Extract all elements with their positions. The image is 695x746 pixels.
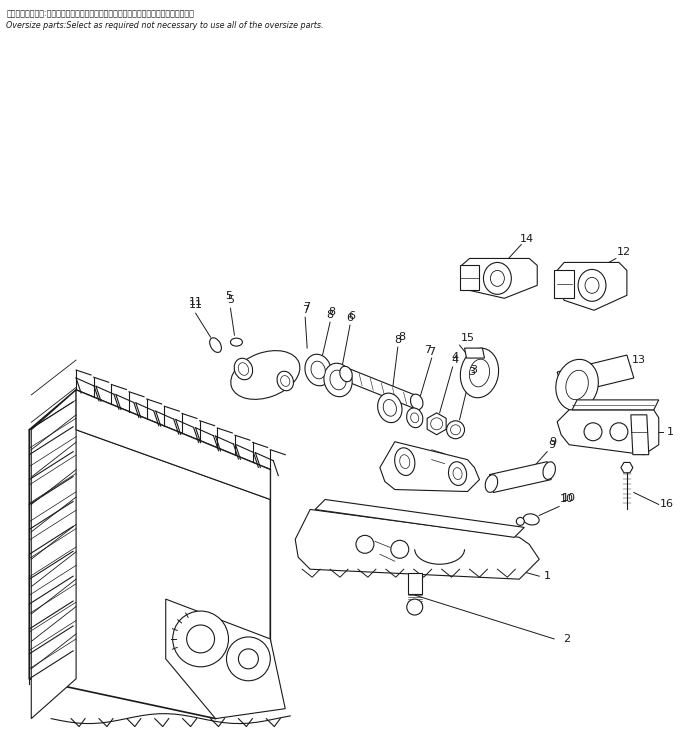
Circle shape [356, 536, 374, 554]
Ellipse shape [330, 370, 346, 390]
Text: 4: 4 [451, 355, 458, 365]
Ellipse shape [210, 338, 222, 352]
Polygon shape [165, 599, 285, 718]
Ellipse shape [324, 363, 352, 397]
Text: 2: 2 [564, 634, 571, 644]
Ellipse shape [585, 278, 599, 293]
Ellipse shape [395, 448, 415, 475]
Text: 11: 11 [188, 298, 203, 307]
Ellipse shape [491, 270, 505, 286]
Text: 13: 13 [632, 355, 646, 365]
Polygon shape [621, 463, 633, 473]
Polygon shape [76, 390, 270, 500]
Text: 14: 14 [521, 233, 534, 243]
Ellipse shape [556, 360, 598, 410]
Ellipse shape [448, 462, 466, 486]
Circle shape [227, 637, 270, 681]
Polygon shape [459, 266, 480, 290]
Text: 8: 8 [327, 310, 334, 320]
Ellipse shape [281, 375, 290, 386]
Ellipse shape [578, 269, 606, 301]
Text: オーバサイズ部品:全点オーバサイズ部品を使用する必要はなく任意に選出して下さい。: オーバサイズ部品:全点オーバサイズ部品を使用する必要はなく任意に選出して下さい。 [6, 10, 194, 19]
Ellipse shape [543, 462, 555, 480]
Polygon shape [31, 390, 76, 718]
Polygon shape [315, 500, 524, 537]
Polygon shape [464, 348, 484, 358]
Text: 4: 4 [451, 352, 458, 362]
Text: 3: 3 [468, 367, 475, 377]
Polygon shape [76, 390, 270, 500]
Polygon shape [631, 415, 649, 454]
Ellipse shape [566, 370, 589, 400]
Text: 6: 6 [347, 313, 354, 323]
Text: 3: 3 [470, 365, 477, 375]
Ellipse shape [311, 361, 325, 379]
Ellipse shape [234, 358, 253, 380]
Circle shape [172, 611, 229, 667]
Text: 8: 8 [398, 332, 405, 342]
Text: 5: 5 [227, 295, 234, 305]
Text: 6: 6 [348, 311, 355, 322]
Circle shape [391, 540, 409, 558]
Text: 15: 15 [461, 333, 475, 343]
Text: 1: 1 [543, 571, 550, 581]
Ellipse shape [516, 518, 524, 525]
Circle shape [584, 423, 602, 441]
Text: Oversize parts:Select as required not necessary to use all of the oversize parts: Oversize parts:Select as required not ne… [6, 22, 324, 31]
Text: 8: 8 [394, 335, 401, 345]
Ellipse shape [231, 338, 243, 346]
Text: 7: 7 [302, 302, 310, 313]
Polygon shape [554, 270, 574, 298]
Ellipse shape [453, 468, 462, 480]
Polygon shape [345, 367, 418, 410]
Ellipse shape [231, 351, 300, 399]
Polygon shape [557, 410, 659, 454]
Polygon shape [29, 390, 270, 718]
Ellipse shape [485, 474, 498, 492]
Text: 7: 7 [428, 347, 435, 357]
Ellipse shape [377, 393, 402, 423]
Text: 10: 10 [560, 495, 574, 504]
Circle shape [610, 423, 628, 441]
Ellipse shape [469, 359, 489, 387]
Circle shape [450, 424, 461, 435]
Text: 1: 1 [667, 427, 674, 436]
Circle shape [431, 418, 443, 430]
Polygon shape [557, 355, 634, 395]
Ellipse shape [484, 263, 512, 295]
Text: 8: 8 [329, 307, 336, 317]
Polygon shape [408, 573, 422, 594]
Polygon shape [572, 400, 659, 410]
Text: 10: 10 [562, 492, 576, 503]
Polygon shape [427, 413, 446, 435]
Ellipse shape [411, 413, 419, 423]
Polygon shape [461, 258, 537, 298]
Ellipse shape [400, 455, 410, 468]
Text: 12: 12 [617, 248, 631, 257]
Ellipse shape [238, 363, 249, 375]
Polygon shape [489, 462, 551, 492]
Ellipse shape [277, 372, 293, 391]
Ellipse shape [523, 514, 539, 525]
Text: 7: 7 [424, 345, 431, 355]
Text: 7: 7 [302, 305, 309, 316]
Text: 16: 16 [660, 500, 673, 510]
Text: 11: 11 [188, 301, 203, 310]
Ellipse shape [383, 400, 396, 416]
Polygon shape [295, 510, 539, 579]
Circle shape [238, 649, 259, 669]
Ellipse shape [460, 348, 498, 398]
Polygon shape [380, 442, 480, 492]
Ellipse shape [305, 354, 332, 386]
Ellipse shape [340, 366, 352, 382]
Text: 5: 5 [225, 291, 232, 301]
Circle shape [407, 599, 423, 615]
Text: 9: 9 [548, 439, 556, 450]
Circle shape [187, 625, 215, 653]
Text: 9: 9 [550, 436, 557, 447]
Ellipse shape [411, 394, 423, 410]
Ellipse shape [407, 408, 423, 427]
Circle shape [447, 421, 464, 439]
Polygon shape [557, 263, 627, 310]
